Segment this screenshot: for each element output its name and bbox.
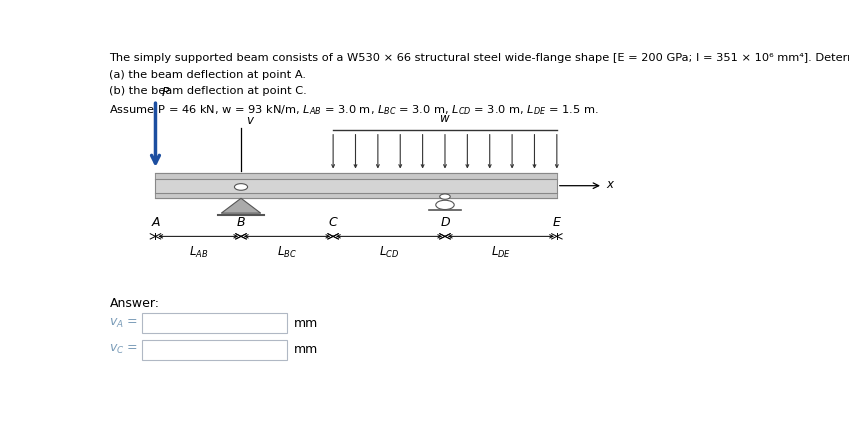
- Text: $L_{CD}$: $L_{CD}$: [379, 245, 399, 260]
- Bar: [155, 173, 557, 198]
- Text: $L_{AB}$: $L_{AB}$: [188, 245, 208, 260]
- Polygon shape: [222, 198, 261, 213]
- Text: $v_C$ =: $v_C$ =: [110, 343, 138, 356]
- Text: x: x: [606, 178, 613, 190]
- Text: mm: mm: [294, 343, 318, 356]
- Text: D: D: [440, 216, 450, 230]
- Text: (a) the beam deflection at point A.: (a) the beam deflection at point A.: [110, 70, 306, 80]
- Text: B: B: [237, 216, 245, 230]
- Bar: [143, 313, 287, 333]
- Circle shape: [234, 184, 248, 190]
- Text: Assume P = 46 kN, w = 93 kN/m, $L_{AB}$ = 3.0 m, $L_{BC}$ = 3.0 m, $L_{CD}$ = 3.: Assume P = 46 kN, w = 93 kN/m, $L_{AB}$ …: [110, 103, 599, 117]
- Text: The simply supported beam consists of a W530 × 66 structural steel wide-flange s: The simply supported beam consists of a …: [110, 53, 849, 63]
- Circle shape: [436, 200, 454, 209]
- Text: $L_{DE}$: $L_{DE}$: [491, 245, 511, 260]
- Text: E: E: [553, 216, 561, 230]
- Text: A: A: [151, 216, 160, 230]
- Text: C: C: [329, 216, 338, 230]
- Text: w: w: [440, 112, 450, 125]
- Text: $L_{BC}$: $L_{BC}$: [277, 245, 297, 260]
- Text: (b) the beam deflection at point C.: (b) the beam deflection at point C.: [110, 86, 307, 96]
- Text: mm: mm: [294, 316, 318, 330]
- Text: v: v: [246, 114, 253, 127]
- Text: P: P: [162, 86, 170, 98]
- Bar: [143, 340, 287, 359]
- Bar: [155, 193, 557, 198]
- Bar: [155, 173, 557, 179]
- Circle shape: [440, 194, 450, 199]
- Text: Answer:: Answer:: [110, 297, 160, 310]
- Text: $v_A$ =: $v_A$ =: [110, 316, 138, 330]
